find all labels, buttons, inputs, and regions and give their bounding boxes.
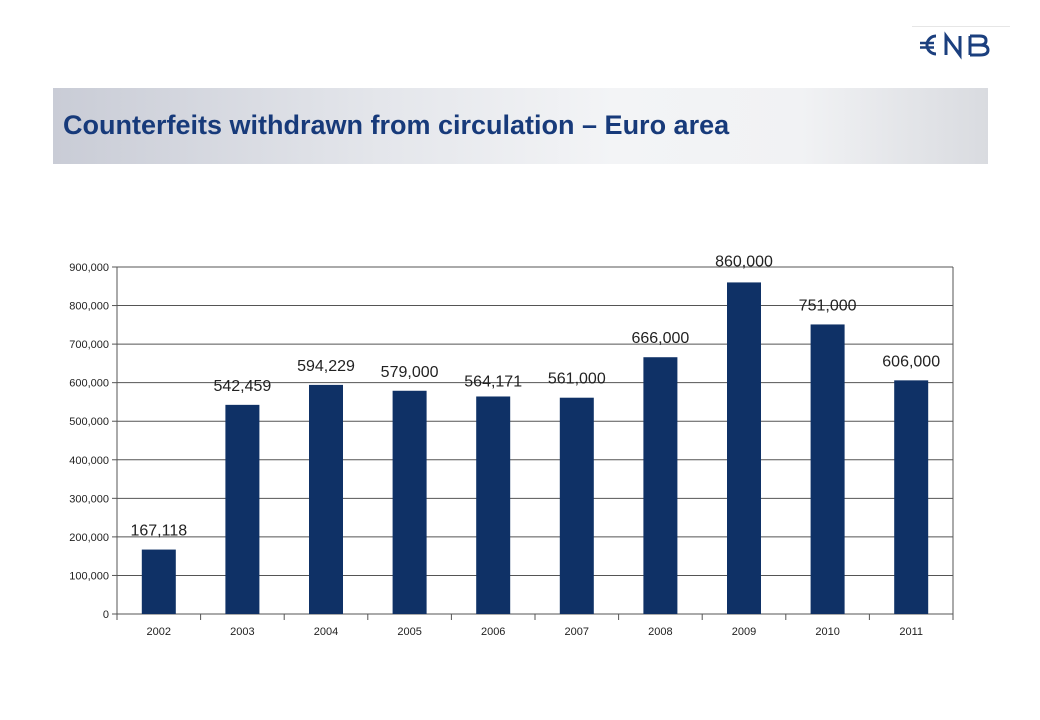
bar [309,384,343,614]
bar [643,357,678,614]
bar [141,549,176,614]
y-tick-label: 100,000 [69,570,109,582]
bar [727,282,761,614]
x-tick-label: 2003 [230,626,254,638]
data-label: 606,000 [882,353,940,370]
bar [476,396,511,614]
x-tick-label: 2009 [732,626,756,638]
y-tick-label: 900,000 [69,262,109,274]
data-label: 564,171 [464,373,522,390]
bar [225,404,260,614]
bar [810,324,845,614]
bar [559,397,594,614]
data-label: 666,000 [631,330,689,347]
data-label: 579,000 [381,364,439,381]
title-banner [53,88,988,164]
y-tick-label: 300,000 [69,493,109,505]
y-tick-label: 500,000 [69,416,109,428]
y-tick-label: 0 [103,609,109,621]
bar [894,380,929,614]
x-tick-label: 2002 [147,626,171,638]
y-tick-label: 400,000 [69,455,109,467]
data-label: 167,118 [130,523,187,540]
bar [392,390,427,614]
x-tick-label: 2008 [648,626,672,638]
onb-logo [912,26,1010,61]
y-tick-label: 600,000 [69,378,109,390]
data-label: 594,229 [297,358,355,375]
data-label: 860,000 [715,253,773,270]
x-tick-label: 2004 [314,626,338,638]
y-tick-label: 700,000 [69,339,109,351]
x-tick-label: 2005 [397,626,421,638]
page-title: Counterfeits withdrawn from circulation … [63,110,730,140]
x-tick-label: 2010 [815,626,839,638]
data-label: 542,459 [213,378,271,395]
data-label: 561,000 [548,371,606,388]
data-label: 751,000 [799,297,857,314]
x-tick-label: 2007 [565,626,589,638]
x-tick-label: 2006 [481,626,505,638]
y-tick-label: 800,000 [69,301,109,313]
y-tick-label: 200,000 [69,532,109,544]
x-tick-label: 2011 [899,626,923,638]
